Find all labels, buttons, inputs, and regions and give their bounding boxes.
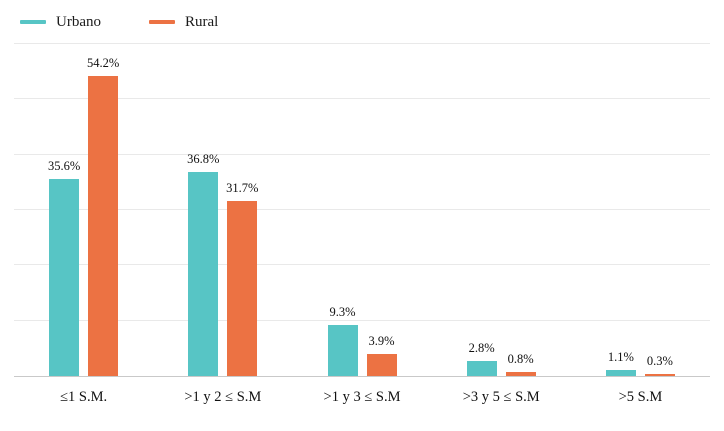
bar-groups: 35.6% 54.2% 36.8% 31.7% 9.3% 3.9% 2.8% 0.8% 1.1%… xyxy=(14,44,710,376)
gridline xyxy=(14,319,710,321)
bar-value-label: 36.8% xyxy=(187,152,220,167)
bar-rural: 31.7% xyxy=(226,181,258,376)
x-axis-category-label: >1 y 2 ≤ S.M xyxy=(184,389,262,405)
legend-label-rural: Rural xyxy=(185,13,219,30)
legend-label-urbano: Urbano xyxy=(56,13,101,30)
bar-group: 1.1% 0.3% xyxy=(571,44,710,376)
bar-rural: 0.8% xyxy=(505,352,536,376)
bar-value-label: 1.1% xyxy=(607,349,634,364)
bar-rural: 0.3% xyxy=(644,354,675,376)
gridline xyxy=(14,209,710,210)
x-axis-labels: ≤1 S.M. >1 y 2 ≤ S.M >1 y 3 ≤ S.M >3 y 5 ≤ … xyxy=(14,377,710,406)
bar-value-label: 0.3% xyxy=(646,354,673,369)
gridline xyxy=(14,264,710,266)
bar-group: 36.8% 31.7% xyxy=(153,44,292,376)
x-axis-category-label: >5 S.M xyxy=(618,389,663,405)
bar-value-label: 54.2% xyxy=(86,56,120,71)
gridline xyxy=(14,43,710,44)
gridline xyxy=(14,98,710,100)
bar-urbano: 9.3% xyxy=(327,305,358,376)
urbano-swatch-icon xyxy=(20,20,46,24)
bar-value-label: 9.3% xyxy=(329,304,356,319)
bar-value-label: 31.7% xyxy=(226,180,259,195)
gridline xyxy=(14,153,710,155)
bar-group: 35.6% 54.2% xyxy=(14,44,153,376)
bar-group: 2.8% 0.8% xyxy=(432,44,571,376)
x-axis-category-label: >3 y 5 ≤ S.M xyxy=(462,389,540,405)
rural-swatch-icon xyxy=(149,20,175,24)
bar-rural: 54.2% xyxy=(87,56,119,376)
bar-urbano: 36.8% xyxy=(187,152,219,376)
x-axis-category-label: >1 y 3 ≤ S.M xyxy=(323,389,401,405)
legend-item-urbano: Urbano xyxy=(20,14,101,31)
legend-item-rural: Rural xyxy=(149,14,218,31)
bar-value-label: 0.8% xyxy=(507,351,534,366)
x-axis-category-label: ≤1 S.M. xyxy=(60,389,108,405)
bar-rural: 3.9% xyxy=(366,334,397,376)
bar-urbano: 35.6% xyxy=(48,159,80,376)
bar-group: 9.3% 3.9% xyxy=(292,44,431,376)
bar-value-label: 3.9% xyxy=(368,334,395,349)
bar-urbano: 2.8% xyxy=(466,341,497,376)
bar-urbano: 1.1% xyxy=(605,350,636,376)
plot-area: 35.6% 54.2% 36.8% 31.7% 9.3% 3.9% 2.8% 0.8% 1.1%… xyxy=(14,43,710,377)
bar-value-label: 35.6% xyxy=(47,159,81,174)
chart-legend: Urbano Rural xyxy=(0,0,724,30)
bar-value-label: 2.8% xyxy=(468,340,495,355)
